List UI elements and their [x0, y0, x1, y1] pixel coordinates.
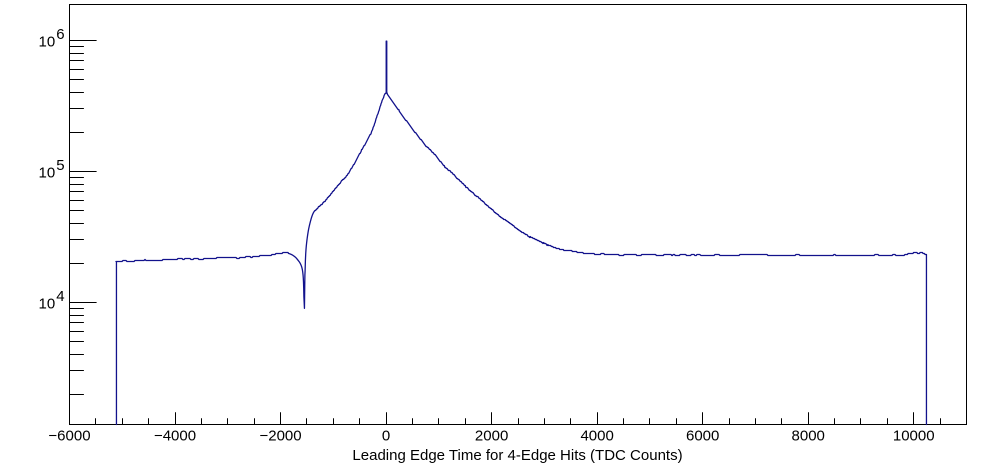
- svg-text:2000: 2000: [475, 427, 508, 444]
- svg-text:0: 0: [382, 427, 390, 444]
- svg-text:4000: 4000: [580, 427, 613, 444]
- svg-text:5: 5: [56, 157, 64, 174]
- svg-text:6000: 6000: [686, 427, 719, 444]
- svg-text:−6000: −6000: [48, 427, 90, 444]
- svg-text:10000: 10000: [893, 427, 935, 444]
- svg-text:10: 10: [39, 165, 56, 182]
- svg-text:10: 10: [39, 34, 56, 51]
- svg-text:−4000: −4000: [154, 427, 196, 444]
- svg-text:4: 4: [56, 288, 64, 305]
- svg-text:10: 10: [39, 296, 56, 313]
- svg-text:6: 6: [56, 26, 64, 43]
- svg-text:−2000: −2000: [259, 427, 301, 444]
- svg-text:Leading Edge Time for 4-Edge H: Leading Edge Time for 4-Edge Hits (TDC C…: [352, 447, 682, 464]
- svg-text:8000: 8000: [792, 427, 825, 444]
